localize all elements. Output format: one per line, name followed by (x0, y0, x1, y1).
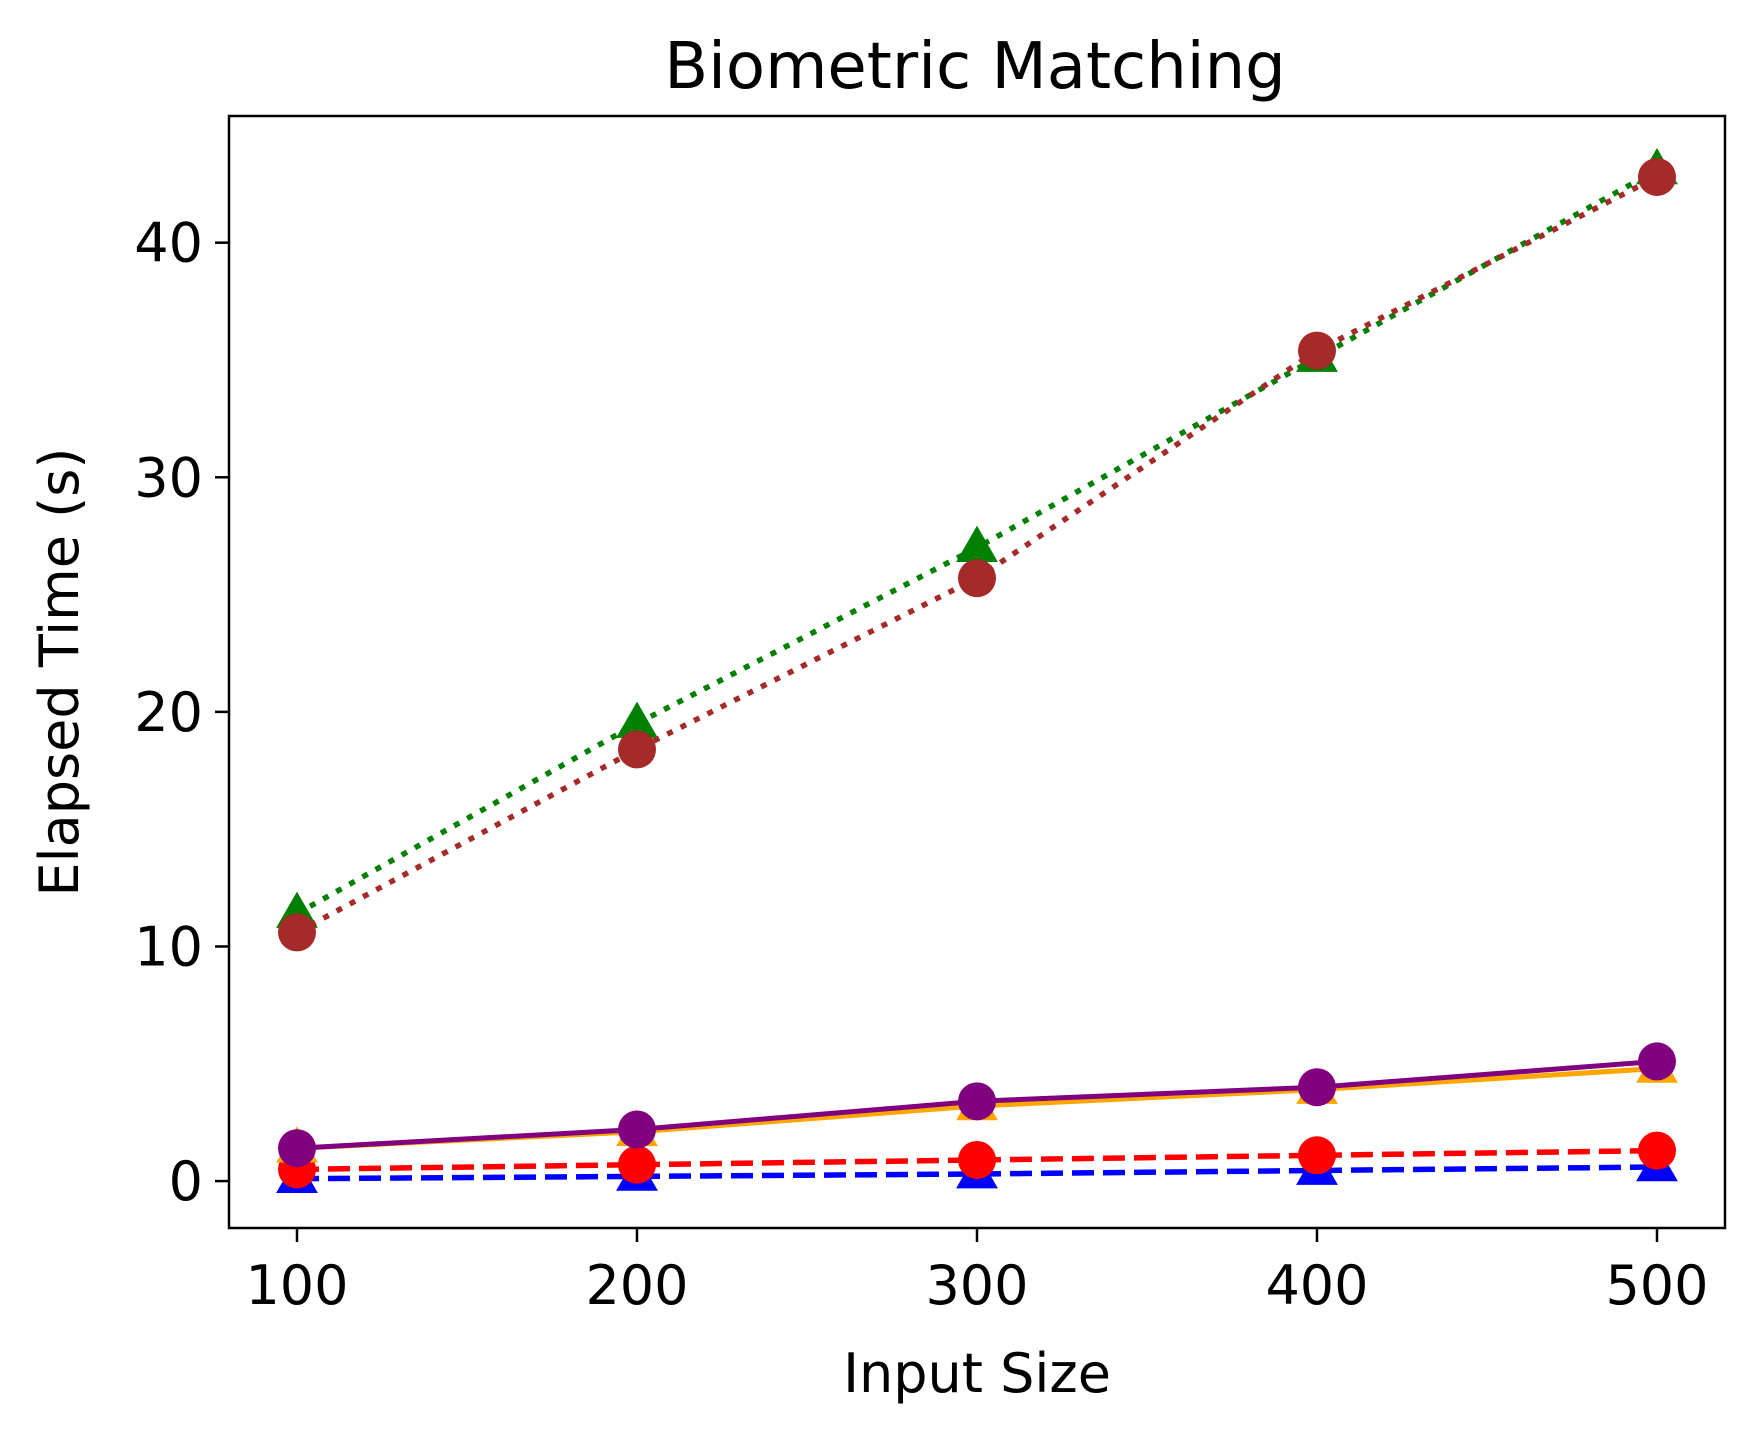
data-point (956, 525, 998, 562)
y-tick-label: 10 (134, 915, 203, 978)
series-line (296, 1147, 1658, 1173)
data-point (1298, 331, 1336, 370)
x-axis-label: Input Size (843, 1342, 1111, 1405)
x-tick-label: 200 (585, 1254, 688, 1317)
series-5 (278, 157, 1676, 952)
data-point (618, 1145, 656, 1184)
y-tick-label: 40 (134, 212, 203, 275)
series-1 (278, 1131, 1676, 1189)
data-point (1638, 1042, 1676, 1081)
y-tick-label: 30 (134, 446, 203, 509)
series-line (296, 1164, 1658, 1182)
data-point (1298, 1068, 1336, 1107)
y-tick-label: 0 (169, 1150, 203, 1213)
series-4 (276, 147, 1678, 928)
x-tick-label: 500 (1605, 1254, 1708, 1317)
y-tick-label: 20 (134, 681, 203, 744)
series-line (295, 167, 1659, 917)
x-tick-label: 100 (245, 1254, 348, 1317)
data-point (278, 1129, 316, 1168)
x-tick-label: 300 (925, 1254, 1028, 1317)
data-point (958, 559, 996, 598)
y-axis-label: Elapsed Time (s) (28, 448, 91, 897)
data-point (618, 730, 656, 769)
series-3 (278, 1042, 1676, 1168)
y-axis-ticks: 0 10 20 30 40 (134, 212, 229, 1213)
data-point (1638, 157, 1676, 196)
plot-area-frame (227, 114, 1727, 1230)
data-point (1298, 1136, 1336, 1175)
x-axis-ticks: 100 200 300 400 500 (245, 1228, 1709, 1317)
x-tick-label: 400 (1265, 1254, 1368, 1317)
series-layer (276, 147, 1678, 1194)
chart-title: Biometric Matching (664, 30, 1286, 104)
data-point (958, 1140, 996, 1179)
data-point (278, 913, 316, 952)
data-point (616, 701, 658, 738)
data-point (618, 1110, 656, 1149)
data-point (1638, 1131, 1676, 1170)
data-point (958, 1082, 996, 1121)
